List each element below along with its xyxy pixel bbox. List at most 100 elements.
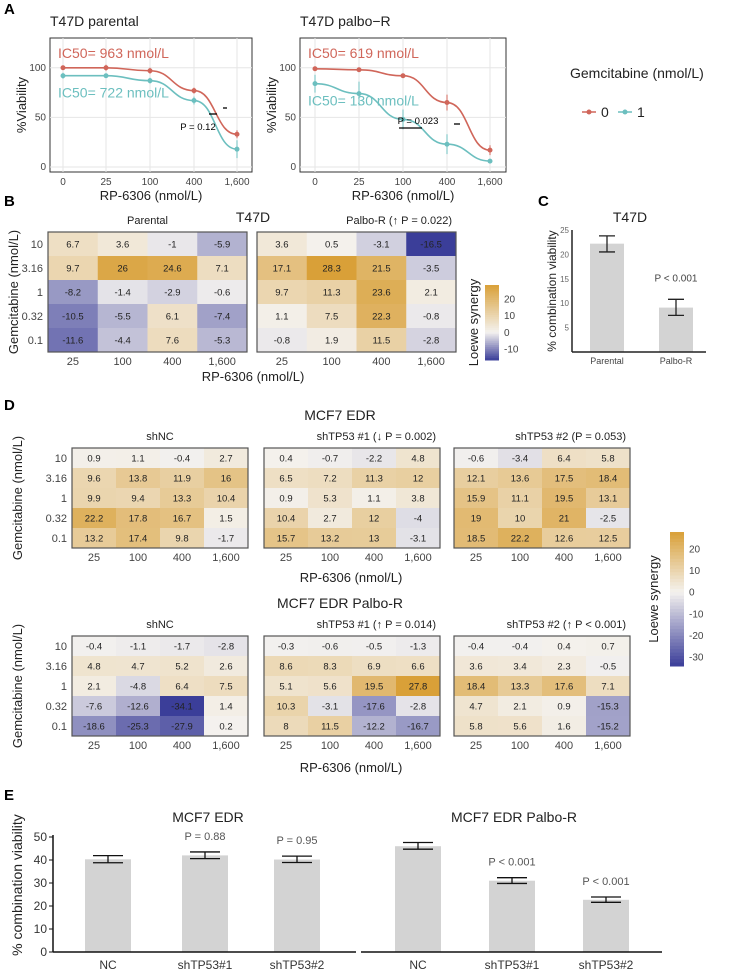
- cell-value: 7.5: [219, 682, 232, 693]
- heatmap-cell: [160, 676, 205, 697]
- colorbar-segment: [485, 315, 499, 318]
- cell-value: 12.5: [599, 534, 618, 545]
- colorbar-tick-label: 10: [689, 566, 701, 577]
- colorbar-segment: [670, 592, 684, 597]
- cell-value: 2.6: [219, 662, 232, 673]
- cell-value: 7.6: [166, 336, 179, 347]
- heatmap-cell: [72, 488, 117, 509]
- cell-value: 5.8: [601, 454, 614, 465]
- heatmap-cell: [454, 656, 499, 677]
- cell-value: 11.3: [365, 474, 383, 485]
- x-tick-label: 400: [555, 740, 573, 752]
- cell-value: 5.3: [323, 494, 336, 505]
- plot-area: [49, 37, 253, 173]
- colorbar-segment: [485, 300, 499, 303]
- x-axis-label: RP-6306 (nmol/L): [352, 188, 455, 203]
- colorbar-segment: [485, 326, 499, 329]
- facet-label: shTP53 #1 (↓ P = 0.002): [317, 431, 436, 443]
- cell-value: -2.2: [366, 454, 382, 465]
- cell-value: 1.6: [557, 722, 570, 733]
- colorbar-segment: [485, 309, 499, 312]
- facet-label: shTP53 #1 (↑ P = 0.014): [317, 619, 436, 631]
- colorbar-segment: [485, 358, 499, 361]
- y-tick-label: 25: [560, 226, 569, 235]
- panel-label: E: [4, 787, 14, 804]
- colorbar-tick-label: 20: [504, 294, 516, 305]
- cell-value: 17.6: [555, 682, 574, 693]
- heatmap-cell: [454, 468, 499, 489]
- data-point: [191, 98, 197, 104]
- facet-border: [71, 635, 249, 737]
- heatmap-cell: [116, 448, 161, 469]
- bar: [85, 859, 131, 952]
- cell-value: 10: [515, 514, 526, 525]
- cell-value: -1.7: [218, 534, 234, 545]
- facet-label: shNC: [146, 619, 174, 631]
- cell-value: 3.4: [513, 662, 526, 673]
- cell-value: -0.8: [274, 336, 290, 347]
- legend-item: 0: [601, 104, 609, 120]
- ic50-label: IC50= 963 nmol/L: [58, 45, 169, 61]
- heatmap-cell: [308, 676, 353, 697]
- heatmap-cell: [406, 328, 457, 353]
- error-bar: [282, 855, 312, 864]
- facet-border: [71, 447, 249, 549]
- heatmap-cell: [308, 448, 353, 469]
- cell-value: 12: [413, 474, 424, 485]
- y-axis-label: Gemcitabine (nmol/L): [6, 230, 21, 354]
- heatmap-cell: [454, 508, 499, 529]
- cell-value: 12.6: [555, 534, 574, 545]
- colorbar-tick-label: -30: [689, 653, 704, 664]
- chart-title: MCF7 EDR Palbo-R: [277, 595, 403, 611]
- y-tick-label: 40: [34, 853, 48, 867]
- heatmap-cell: [542, 488, 587, 509]
- heatmap-cell: [454, 528, 499, 549]
- cell-value: -3.1: [410, 534, 426, 545]
- cell-value: 4.7: [469, 702, 482, 713]
- cell-value: 0.9: [279, 494, 292, 505]
- y-tick-label: 10: [31, 239, 43, 251]
- colorbar-segment: [670, 632, 684, 637]
- cell-value: 11.5: [372, 336, 390, 347]
- data-point: [60, 73, 66, 79]
- heatmap-cell: [542, 448, 587, 469]
- cell-value: 9.9: [87, 494, 100, 505]
- cell-value: 2.7: [323, 514, 336, 525]
- legend-key-point: [622, 109, 628, 115]
- cell-value: -8.2: [65, 288, 81, 299]
- cell-value: 13: [369, 534, 380, 545]
- x-tick-label: shTP53#1: [178, 958, 233, 972]
- colorbar-segment: [670, 538, 684, 543]
- cell-value: 7.5: [325, 312, 338, 323]
- heatmap-cell: [308, 508, 353, 529]
- facet-label: shTP53 #2 (P = 0.053): [515, 431, 626, 443]
- error-bar: [668, 298, 684, 317]
- heatmap-cell: [396, 528, 441, 549]
- cell-value: -0.3: [278, 642, 294, 653]
- x-tick-label: 1,600: [477, 177, 502, 188]
- data-point: [444, 100, 450, 106]
- colorbar-segment: [670, 558, 684, 563]
- colorbar-segment: [485, 305, 499, 308]
- cell-value: 9.6: [87, 474, 100, 485]
- colorbar-segment: [485, 294, 499, 297]
- cell-value: 7.2: [323, 474, 336, 485]
- heatmap-cell: [498, 488, 543, 509]
- x-tick-label: Parental: [590, 356, 624, 366]
- cell-value: 19.5: [555, 494, 574, 505]
- colorbar-segment: [485, 337, 499, 340]
- heatmap-cell: [396, 488, 441, 509]
- heatmap-cell: [542, 656, 587, 677]
- heatmap-cell: [264, 676, 309, 697]
- cell-value: 6.6: [411, 662, 424, 673]
- cell-value: 28.3: [322, 264, 341, 275]
- heatmap-cell: [72, 656, 117, 677]
- heatmap-cell: [204, 488, 249, 509]
- cell-value: 5.6: [323, 682, 336, 693]
- colorbar-segment: [485, 318, 499, 322]
- p-value-annotation: P = 0.95: [276, 835, 317, 847]
- cell-value: 17.1: [273, 264, 292, 275]
- colorbar-segment: [485, 335, 499, 338]
- x-tick-label: shTP53#2: [270, 958, 325, 972]
- cell-value: 18.4: [467, 682, 486, 693]
